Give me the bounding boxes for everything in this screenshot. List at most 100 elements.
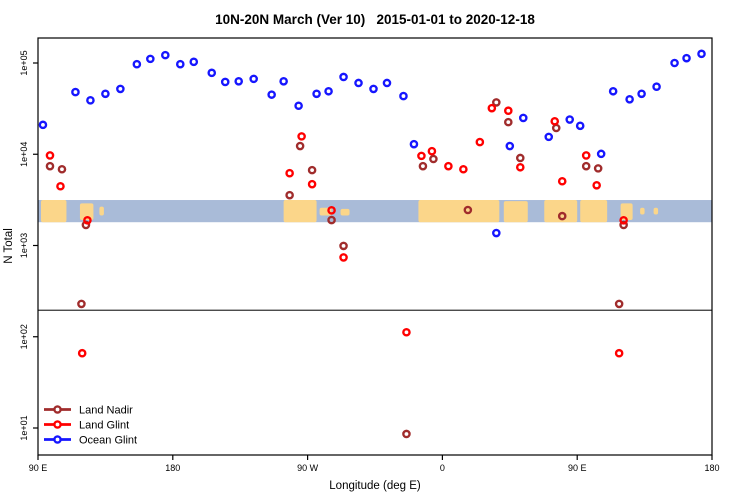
data-point-ocean-glint	[101, 89, 110, 99]
x-tick-label: 180	[704, 463, 719, 473]
data-point-ocean-glint	[670, 58, 679, 68]
map-land	[503, 201, 528, 223]
data-point-ocean-glint	[399, 91, 408, 101]
chart-title: 10N-20N March (Ver 10) 2015-01-01 to 202…	[215, 12, 535, 27]
data-point-ocean-glint	[382, 78, 392, 88]
x-tick-label: 180	[165, 463, 180, 473]
map-ocean	[38, 200, 712, 223]
data-point-ocean-glint	[38, 120, 48, 130]
legend-circle-marker	[53, 435, 62, 444]
map-land	[640, 207, 645, 215]
data-point-ocean-glint	[249, 74, 258, 84]
data-point-ocean-glint	[575, 121, 585, 131]
data-point-ocean-glint	[132, 59, 142, 69]
map-land	[79, 203, 94, 220]
data-point-land-glint	[77, 348, 87, 358]
data-point-land-nadir	[418, 161, 428, 171]
x-tick-label: 90 E	[29, 463, 48, 473]
data-point-land-glint	[327, 206, 336, 215]
data-point-ocean-glint	[354, 78, 363, 88]
y-tick-label: 1e+04	[19, 142, 29, 167]
y-tick-label: 1e+02	[19, 324, 29, 349]
data-point-land-nadir	[614, 299, 624, 309]
data-point-land-glint	[417, 151, 426, 161]
data-point-land-glint	[619, 215, 628, 225]
data-point-ocean-glint	[682, 53, 691, 63]
data-point-land-glint	[557, 176, 567, 186]
data-point-ocean-glint	[492, 228, 501, 238]
x-axis-title: Longitude (deg E)	[329, 480, 421, 492]
map-land	[544, 200, 578, 223]
y-tick-label: 1e+01	[19, 415, 29, 440]
data-point-land-glint	[475, 137, 485, 147]
data-point-ocean-glint	[189, 57, 199, 67]
data-point-land-glint	[581, 151, 591, 160]
y-axis-title: N Total	[3, 228, 15, 264]
data-point-land-nadir	[429, 154, 438, 164]
data-point-land-nadir	[463, 205, 473, 215]
data-point-land-glint	[427, 146, 437, 156]
y-tick-label: 1e+03	[19, 233, 29, 258]
data-point-land-glint	[45, 151, 55, 160]
data-point-ocean-glint	[146, 54, 155, 64]
data-point-ocean-glint	[596, 149, 606, 159]
map-land	[418, 200, 500, 223]
map-land	[99, 206, 104, 216]
data-point-land-glint	[614, 348, 624, 358]
data-points-layer	[38, 49, 706, 439]
data-point-ocean-glint	[312, 89, 321, 99]
map-land	[283, 200, 317, 223]
data-point-ocean-glint	[161, 50, 170, 60]
data-point-land-nadir	[327, 215, 336, 225]
data-point-land-nadir	[307, 165, 317, 175]
data-point-ocean-glint	[409, 139, 419, 149]
legend: Land Nadir Land Glint Ocean Glint	[44, 405, 137, 447]
data-point-ocean-glint	[324, 86, 333, 96]
data-point-ocean-glint	[207, 68, 217, 78]
data-point-ocean-glint	[175, 59, 185, 69]
data-point-ocean-glint	[697, 49, 706, 59]
data-point-ocean-glint	[116, 84, 125, 94]
data-point-ocean-glint	[369, 84, 378, 94]
data-point-land-nadir	[285, 190, 294, 200]
data-point-ocean-glint	[220, 77, 230, 87]
data-point-ocean-glint	[279, 77, 288, 86]
data-point-ocean-glint	[652, 82, 661, 91]
data-point-land-glint	[56, 181, 65, 191]
legend-label: Ocean Glint	[79, 435, 137, 447]
legend-label: Land Nadir	[79, 405, 133, 417]
data-point-ocean-glint	[625, 95, 634, 104]
legend-circle-marker	[53, 420, 62, 429]
y-tick-label: 1e+05	[19, 50, 29, 75]
data-point-ocean-glint	[267, 90, 276, 99]
data-point-land-nadir	[504, 117, 513, 127]
world-map-strip	[38, 200, 712, 223]
map-land	[580, 200, 608, 223]
data-point-land-nadir	[45, 161, 55, 171]
data-point-land-glint	[402, 327, 411, 337]
data-point-land-nadir	[515, 153, 525, 163]
data-point-land-glint	[504, 106, 513, 116]
x-tick-label: 90 W	[297, 463, 319, 473]
data-point-ocean-glint	[544, 132, 554, 142]
legend-circle-marker	[53, 405, 62, 414]
data-point-ocean-glint	[637, 89, 646, 99]
data-point-land-glint	[515, 162, 525, 172]
data-point-land-nadir	[593, 164, 603, 173]
data-point-ocean-glint	[86, 96, 95, 105]
data-point-ocean-glint	[505, 141, 515, 151]
data-point-land-nadir	[77, 299, 86, 309]
data-point-ocean-glint	[565, 115, 575, 124]
data-point-land-nadir	[339, 241, 348, 251]
data-point-land-glint	[297, 132, 306, 141]
plot-border	[37, 37, 713, 456]
data-point-land-glint	[550, 116, 560, 126]
data-point-land-glint	[307, 179, 317, 189]
map-land	[40, 200, 67, 223]
x-tick-label: 90 E	[568, 463, 587, 473]
data-point-land-glint	[444, 161, 453, 171]
data-point-ocean-glint	[518, 113, 528, 123]
x-tick-label: 0	[440, 463, 445, 473]
